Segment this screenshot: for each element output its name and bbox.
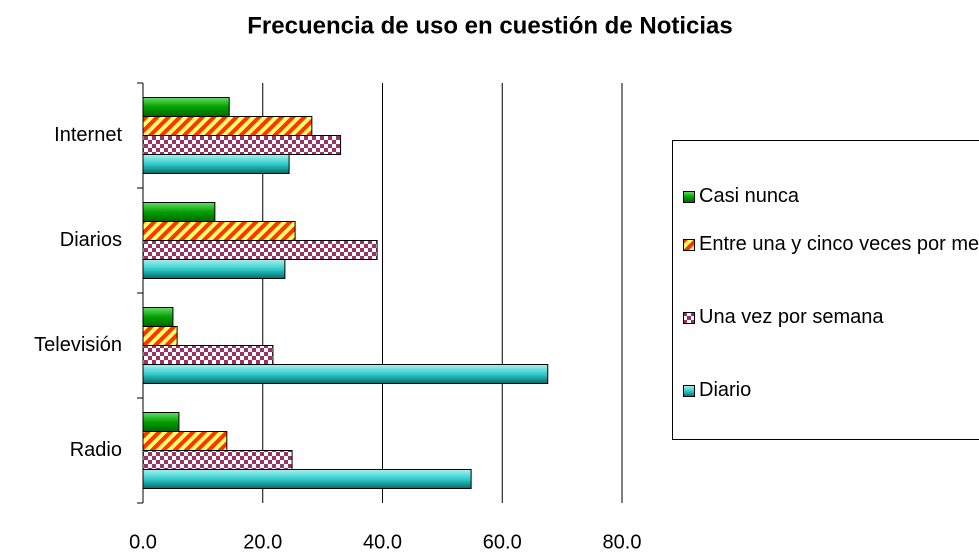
legend-label: Entre una y cinco veces por mes — [699, 233, 979, 255]
legend-label: Diario — [699, 379, 752, 401]
y-tick-label: Radio — [70, 439, 122, 461]
legend-swatch — [683, 191, 695, 203]
x-tick-label: 80.0 — [603, 531, 642, 553]
y-tick-label: Diarios — [60, 229, 122, 251]
legend-item: Entre una y cinco veces por mes — [683, 233, 979, 258]
y-tick-label: Televisión — [34, 334, 122, 356]
legend: Casi nunca Entre una y cinco veces por me… — [672, 140, 979, 440]
x-tick-label: 40.0 — [363, 531, 402, 553]
bar — [142, 326, 178, 346]
bar — [142, 116, 313, 136]
legend-label: Casi nunca — [699, 185, 800, 207]
bar — [142, 240, 378, 260]
bar — [142, 307, 174, 327]
bar — [142, 345, 274, 365]
x-tick-label: 60.0 — [483, 531, 522, 553]
bar — [142, 469, 472, 489]
legend-swatch — [683, 239, 695, 251]
legend-swatch — [683, 312, 695, 324]
legend-item: Casi nunca — [683, 185, 979, 210]
legend-item: Diario — [683, 379, 979, 404]
bar — [142, 135, 342, 155]
legend-label: Una vez por semana — [699, 306, 884, 328]
bar — [142, 97, 230, 117]
bar — [142, 202, 216, 222]
x-tick-label: 0.0 — [129, 531, 157, 553]
y-tick-label: Internet — [54, 124, 122, 146]
x-tick-label: 20.0 — [243, 531, 282, 553]
bar — [142, 412, 180, 432]
bar — [142, 221, 296, 241]
legend-swatch — [683, 385, 695, 397]
bar — [142, 431, 228, 451]
bar — [142, 450, 293, 470]
bar — [142, 364, 549, 384]
bar — [142, 154, 290, 174]
legend-item: Una vez por semana — [683, 306, 979, 331]
chart-title: Frecuencia de uso en cuestión de Noticia… — [247, 12, 732, 39]
bar — [142, 259, 286, 279]
